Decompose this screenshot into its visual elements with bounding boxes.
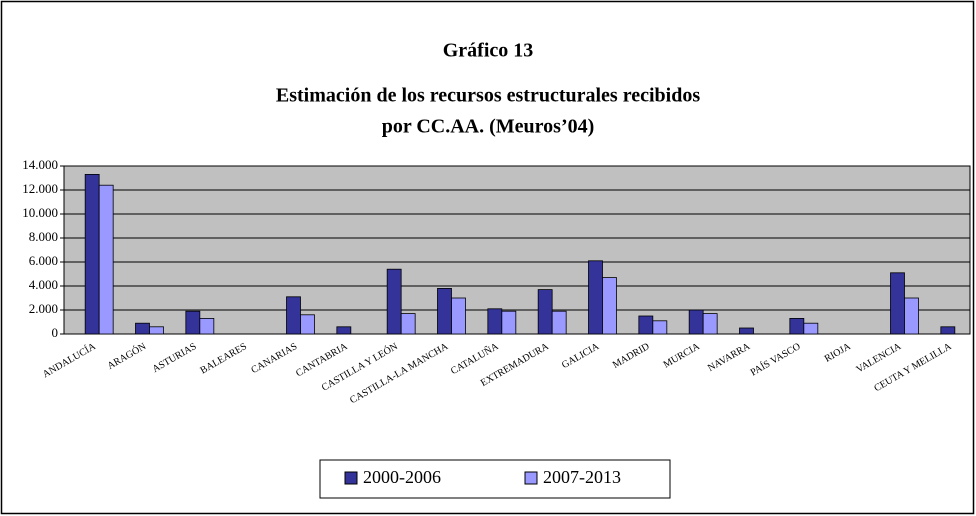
bar — [940, 326, 956, 335]
bar — [803, 322, 819, 335]
bar — [688, 309, 704, 335]
bar — [551, 310, 567, 335]
legend-box — [319, 459, 671, 499]
bar — [904, 297, 919, 335]
bar — [588, 260, 603, 335]
y-tick-label: 8.000 — [29, 229, 58, 244]
bar — [300, 314, 315, 335]
bar — [739, 327, 754, 335]
bar — [638, 315, 654, 335]
y-tick-label: 2.000 — [29, 301, 58, 316]
bar — [789, 317, 805, 335]
y-tick-label: 6.000 — [29, 253, 58, 268]
legend-label: 2007-2013 — [543, 467, 621, 487]
bar — [149, 326, 164, 335]
bar — [386, 268, 402, 335]
y-tick-label: 12.000 — [22, 181, 58, 196]
legend-swatch — [524, 471, 538, 485]
legend-label: 2000-2006 — [363, 467, 441, 487]
bar — [98, 184, 114, 335]
bar — [185, 310, 201, 335]
bar — [652, 320, 668, 335]
bar — [336, 326, 352, 335]
bar — [437, 287, 452, 335]
chart-title: Gráfico 13 — [443, 40, 534, 62]
bar — [135, 322, 150, 335]
bar — [501, 310, 517, 335]
legend-swatch — [344, 471, 358, 485]
plot-area — [63, 165, 971, 335]
chart-subtitle: Estimación de los recursos estructurales… — [276, 85, 700, 107]
bar — [286, 296, 301, 335]
y-tick-label: 0 — [52, 325, 59, 340]
bar — [84, 173, 100, 335]
y-tick-label: 4.000 — [29, 277, 58, 292]
bar — [602, 277, 617, 335]
y-tick-label: 14.000 — [22, 157, 58, 172]
bar — [487, 308, 503, 335]
chart-subtitle: por CC.AA. (Meuros’04) — [382, 116, 595, 138]
bar — [400, 313, 416, 335]
bar — [199, 317, 215, 335]
y-tick-label: 10.000 — [22, 205, 58, 220]
bar — [537, 289, 553, 335]
bar — [702, 313, 718, 335]
bar — [890, 272, 905, 335]
bar — [451, 297, 466, 335]
